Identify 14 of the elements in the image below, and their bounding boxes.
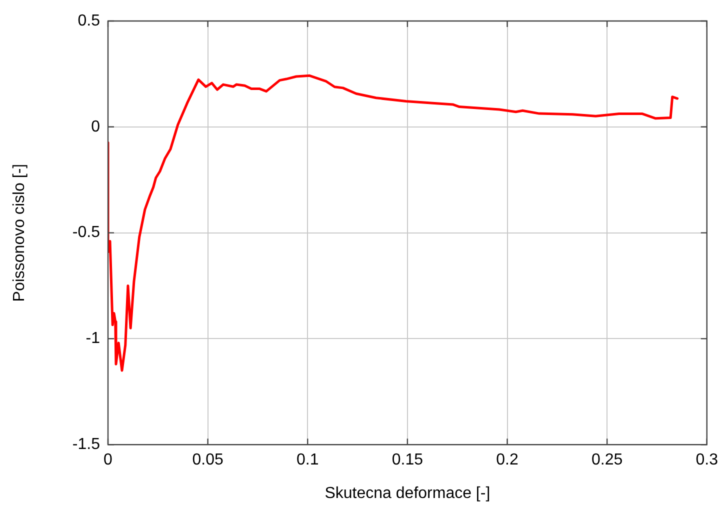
x-axis-title: Skutecna deformace [-] [324,484,490,502]
x-tick-label: 0.05 [192,452,224,469]
y-tick-label: -1.5 [72,436,100,454]
y-axis-title: Poissonovo cislo [-] [11,164,28,302]
x-tick-label: 0.1 [296,452,319,469]
x-tick-label: 0 [104,452,113,469]
x-tick-label: 0.3 [696,452,718,469]
x-tick-label: 0.15 [392,452,424,469]
y-tick-label: 0 [91,118,100,136]
x-tick-label: 0.25 [591,452,623,469]
y-tick-label: -0.5 [72,224,100,242]
y-tick-label: -1 [86,330,100,348]
x-tick-label: 0.2 [496,452,518,469]
y-tick-label: 0.5 [78,12,100,30]
